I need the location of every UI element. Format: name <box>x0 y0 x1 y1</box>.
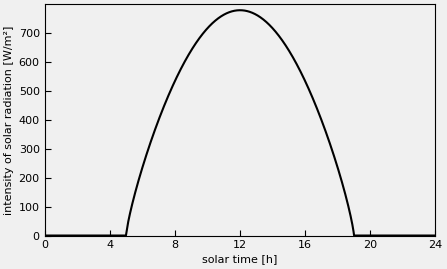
X-axis label: solar time [h]: solar time [h] <box>202 254 278 264</box>
Y-axis label: intensity of solar radiation [W/m²]: intensity of solar radiation [W/m²] <box>4 25 14 215</box>
